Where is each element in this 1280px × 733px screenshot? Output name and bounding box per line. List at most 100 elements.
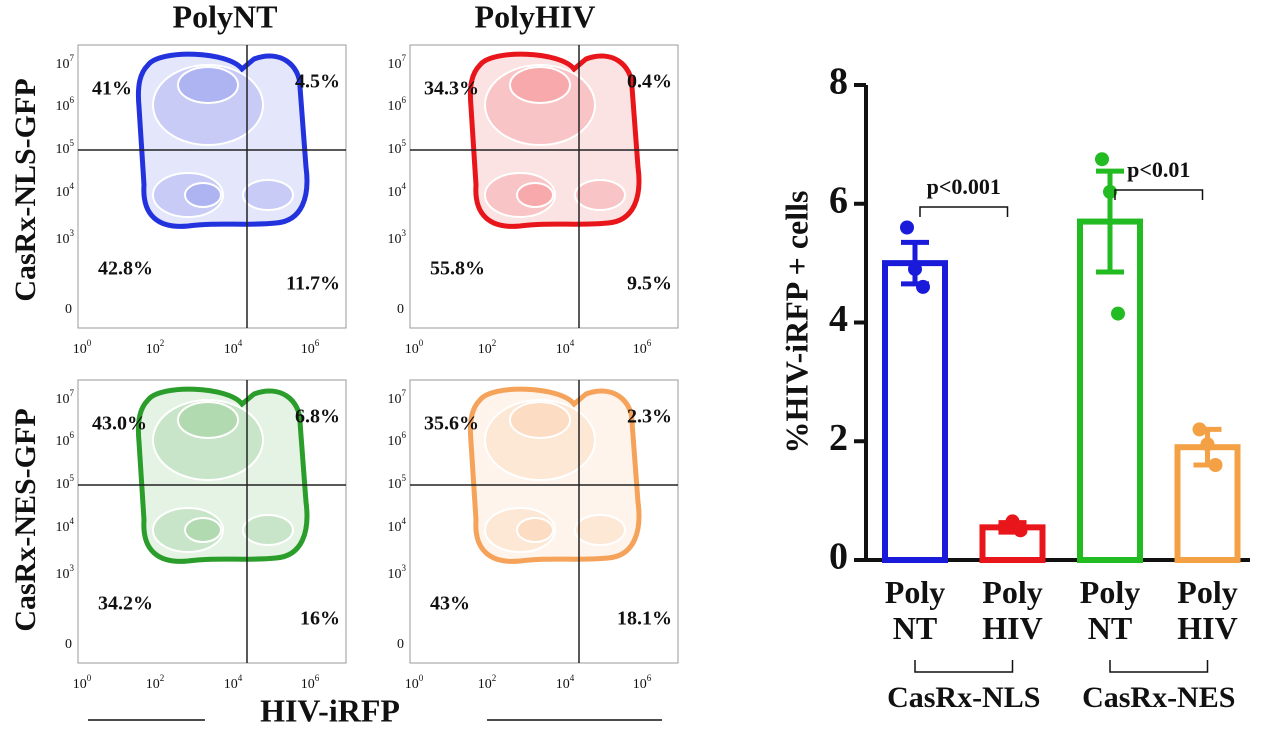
tick-base: 10 (388, 392, 402, 407)
quadrant-percent: 9.5% (627, 273, 672, 295)
tick-exp: 4 (70, 181, 75, 191)
density-outline (135, 51, 310, 229)
tick-exp: 6 (70, 430, 75, 440)
density-contour (509, 66, 571, 104)
tick-base: 10 (556, 677, 570, 692)
tick-exp: 2 (492, 338, 497, 348)
tick-label: 103 (388, 228, 407, 247)
tick-base: 10 (224, 677, 238, 692)
tick-exp: 3 (402, 228, 407, 238)
x-tick-label: Poly NT (1080, 574, 1140, 646)
tick-label: 103 (388, 563, 407, 582)
tick-exp: 6 (315, 673, 320, 683)
category-label: Poly HIV (982, 574, 1043, 646)
tick-label: 0 (397, 637, 404, 652)
quadrant-percent: 4.5% (295, 71, 340, 93)
tick-base: 10 (56, 434, 70, 449)
tick-base: 10 (56, 392, 70, 407)
quadrant-percent: 18.1% (617, 608, 672, 630)
tick-exp: 3 (70, 563, 75, 573)
tick-label: 104 (388, 516, 407, 535)
tick-label: 104 (556, 338, 575, 357)
quadrant-percent: 34.2% (98, 593, 153, 615)
density-contour (516, 182, 554, 208)
data-point (916, 279, 930, 294)
tick-base: 10 (301, 342, 315, 357)
tick-exp: 6 (402, 95, 407, 105)
tick-base: 10 (146, 677, 160, 692)
tick-label: 106 (388, 430, 407, 449)
density-contour (242, 514, 294, 546)
tick-base: 10 (388, 232, 402, 247)
data-point (900, 220, 914, 235)
tick-label: 106 (56, 95, 75, 114)
tick-exp: 2 (160, 673, 165, 683)
panel-frame (77, 44, 347, 329)
tick-base: 10 (56, 567, 70, 582)
tick-exp: 3 (402, 563, 407, 573)
density-contour (484, 399, 596, 481)
tick-exp: 5 (70, 138, 75, 148)
tick-exp: 4 (70, 516, 75, 526)
tick-base: 10 (478, 677, 492, 692)
data-point (1103, 184, 1117, 199)
tick-label: 100 (73, 338, 92, 357)
tick-label: 0 (65, 637, 72, 652)
tick-exp: 6 (647, 673, 652, 683)
tick-label: 107 (56, 53, 75, 72)
significance-bracket (919, 206, 1009, 217)
tick-label: 102 (478, 673, 497, 692)
tick-exp: 3 (70, 228, 75, 238)
x-tick-label: Poly HIV (982, 574, 1043, 646)
tick-exp: 5 (402, 138, 407, 148)
tick-base: 10 (388, 142, 402, 157)
quadrant-percent: 41% (92, 78, 132, 100)
tick-base: 10 (73, 342, 87, 357)
density-contour (242, 179, 294, 211)
quadrant-percent: 43.0% (92, 413, 147, 435)
tick-label: 0 (65, 302, 72, 317)
density-outline (467, 51, 642, 229)
tick-label: 104 (556, 673, 575, 692)
tick-label: 106 (301, 338, 320, 357)
tick-base: 10 (56, 57, 70, 72)
data-point (1111, 306, 1125, 321)
flow-panel: 43.0% 6.8% 34.2% 16% (77, 379, 347, 664)
tick-label: 104 (388, 181, 407, 200)
tick-label: 105 (388, 138, 407, 157)
tick-base: 10 (633, 677, 647, 692)
tick-base: 10 (56, 142, 70, 157)
quadrant-percent: 6.8% (295, 406, 340, 428)
tick-exp: 7 (70, 388, 75, 398)
tick-label: 103 (56, 563, 75, 582)
quadrant-percent: 2.3% (627, 406, 672, 428)
tick-exp: 4 (238, 673, 243, 683)
tick-label: 100 (405, 338, 424, 357)
tick-exp: 6 (647, 338, 652, 348)
y-axis-label: %HIV-iRFP + cells (778, 191, 814, 454)
tick-base: 10 (73, 677, 87, 692)
data-point (1200, 437, 1215, 452)
tick-base: 10 (56, 99, 70, 114)
density-contour (484, 64, 596, 146)
tick-base: 10 (224, 342, 238, 357)
flow-panel: 35.6% 2.3% 43% 18.1% (409, 379, 679, 664)
tick-exp: 4 (570, 673, 575, 683)
row-label: CasRx-NLS-GFP (9, 78, 42, 301)
group-bracket (914, 660, 1014, 673)
tick-base: 10 (388, 99, 402, 114)
tick-exp: 0 (87, 673, 92, 683)
tick-exp: 2 (492, 673, 497, 683)
density-contour (509, 401, 571, 439)
x-tick-label: Poly HIV (1177, 574, 1237, 646)
tick-exp: 5 (70, 473, 75, 483)
tick-label: 106 (633, 338, 652, 357)
tick-label: 102 (478, 338, 497, 357)
tick-base: 10 (388, 57, 402, 72)
data-point (908, 262, 922, 277)
y-tick-label: 0 (829, 536, 848, 578)
tick-base: 10 (633, 342, 647, 357)
tick-exp: 7 (402, 388, 407, 398)
density-contour (184, 517, 222, 543)
density-outline (135, 386, 310, 564)
